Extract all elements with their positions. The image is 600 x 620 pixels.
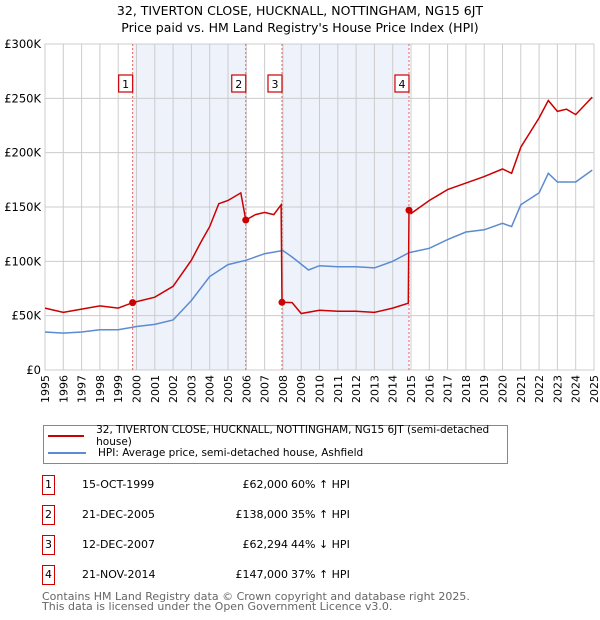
y-tick-label: £50K — [12, 309, 42, 323]
legend-swatch-blue — [48, 452, 86, 454]
legend: 32, TIVERTON CLOSE, HUCKNALL, NOTTINGHAM… — [43, 424, 508, 464]
x-tick-label: 2024 — [570, 375, 583, 403]
sale-marker-label: 2 — [235, 78, 242, 91]
x-tick-label: 2013 — [368, 375, 381, 403]
sale-date: 12-DEC-2007 — [82, 538, 156, 551]
sale-number-badge: 4 — [42, 565, 55, 585]
x-tick-label: 2007 — [259, 375, 272, 403]
sale-marker-box — [118, 74, 134, 93]
x-tick-label: 1997 — [76, 375, 89, 403]
x-tick-label: 2006 — [240, 375, 253, 403]
legend-label: 32, TIVERTON CLOSE, HUCKNALL, NOTTINGHAM… — [96, 424, 490, 448]
footer-copyright: Contains HM Land Registry data © Crown c… — [42, 590, 470, 603]
x-tick-label: 2005 — [222, 375, 235, 403]
y-tick-label: £300K — [4, 37, 41, 51]
x-tick-label: 2008 — [277, 375, 290, 403]
sale-marker-label: 4 — [398, 78, 405, 91]
x-tick-label: 2020 — [497, 375, 510, 403]
y-tick-label: £150K — [4, 200, 41, 214]
x-tick-label: 2002 — [167, 375, 180, 403]
x-tick-label: 2001 — [149, 375, 162, 403]
table-row: 1 15-OCT-1999 £62,000 60% ↑ HPI — [42, 475, 522, 495]
x-tick-label: 2023 — [551, 375, 564, 403]
sale-marker-box — [231, 74, 247, 93]
sale-number-badge: 2 — [42, 505, 55, 525]
y-tick-label: £0 — [26, 363, 41, 377]
table-row: 4 21-NOV-2014 £147,000 37% ↑ HPI — [42, 565, 522, 585]
x-tick-label: 2025 — [588, 375, 600, 403]
sale-price: £147,000 — [235, 568, 289, 581]
sale-date: 21-NOV-2014 — [82, 568, 156, 581]
table-row: 2 21-DEC-2005 £138,000 35% ↑ HPI — [42, 505, 522, 525]
legend-label: HPI: Average price, semi-detached house,… — [98, 447, 364, 459]
x-tick-label: 2018 — [460, 375, 473, 403]
legend-item-property: 32, TIVERTON CLOSE, HUCKNALL, NOTTINGHAM… — [44, 424, 507, 448]
legend-item-hpi: HPI: Average price, semi-detached house,… — [44, 445, 363, 461]
sale-price: £62,000 — [242, 478, 289, 491]
line-chart: 1995 1996 1997 1998 1999 2000 2001 2002 2003 2004… — [4, 37, 600, 403]
hpi-comparison: 37% ↑ HPI — [291, 568, 350, 581]
sale-point — [405, 206, 413, 214]
sale-number-badge: 1 — [42, 475, 55, 495]
sale-marker-label: 3 — [271, 78, 278, 91]
x-tick-label: 1995 — [39, 375, 52, 403]
footer-licence: This data is licensed under the Open Gov… — [42, 600, 393, 613]
x-tick-label: 2012 — [350, 375, 363, 403]
x-tick-label: 2011 — [332, 375, 345, 403]
x-tick-label: 2022 — [533, 375, 546, 403]
y-tick-label: £250K — [4, 91, 41, 105]
x-tick-label: 2019 — [478, 375, 491, 403]
plot-frame — [44, 43, 595, 371]
series-line — [44, 96, 593, 315]
sale-marker-label: 1 — [122, 78, 129, 91]
y-tick-label: £200K — [4, 146, 41, 160]
chart-subtitle: Price paid vs. HM Land Registry's House … — [121, 20, 479, 35]
sale-point — [278, 298, 286, 306]
x-tick-label: 2015 — [405, 375, 418, 403]
legend-swatch-red — [48, 435, 85, 437]
sale-number-badge: 3 — [42, 535, 55, 555]
x-tick-label: 2016 — [423, 375, 436, 403]
sale-date: 21-DEC-2005 — [82, 508, 156, 521]
sale-marker-box — [394, 74, 410, 93]
x-tick-label: 1999 — [112, 375, 125, 403]
x-tick-label: 1996 — [57, 375, 70, 403]
x-tick-label: 2003 — [185, 375, 198, 403]
chart-title: 32, TIVERTON CLOSE, HUCKNALL, NOTTINGHAM… — [116, 3, 484, 18]
x-tick-label: 2009 — [295, 375, 308, 403]
sale-point — [129, 299, 137, 307]
x-tick-label: 2010 — [314, 375, 327, 403]
hpi-comparison: 44% ↓ HPI — [291, 538, 350, 551]
y-tick-label: £100K — [4, 254, 41, 268]
x-tick-label: 1998 — [94, 375, 107, 403]
hpi-comparison: 35% ↑ HPI — [291, 508, 350, 521]
x-tick-label: 2000 — [131, 375, 144, 403]
x-tick-label: 2004 — [204, 375, 217, 403]
sale-price: £138,000 — [235, 508, 289, 521]
table-row: 3 12-DEC-2007 £62,294 44% ↓ HPI — [42, 535, 522, 555]
sale-marker-box — [267, 74, 283, 93]
x-tick-label: 2017 — [442, 375, 455, 403]
sale-date: 15-OCT-1999 — [82, 478, 155, 491]
x-tick-label: 2021 — [515, 375, 528, 403]
sale-point — [242, 216, 250, 224]
hpi-comparison: 60% ↑ HPI — [291, 478, 350, 491]
sale-price: £62,294 — [242, 538, 289, 551]
x-tick-label: 2014 — [387, 375, 400, 403]
series-line — [44, 169, 593, 334]
